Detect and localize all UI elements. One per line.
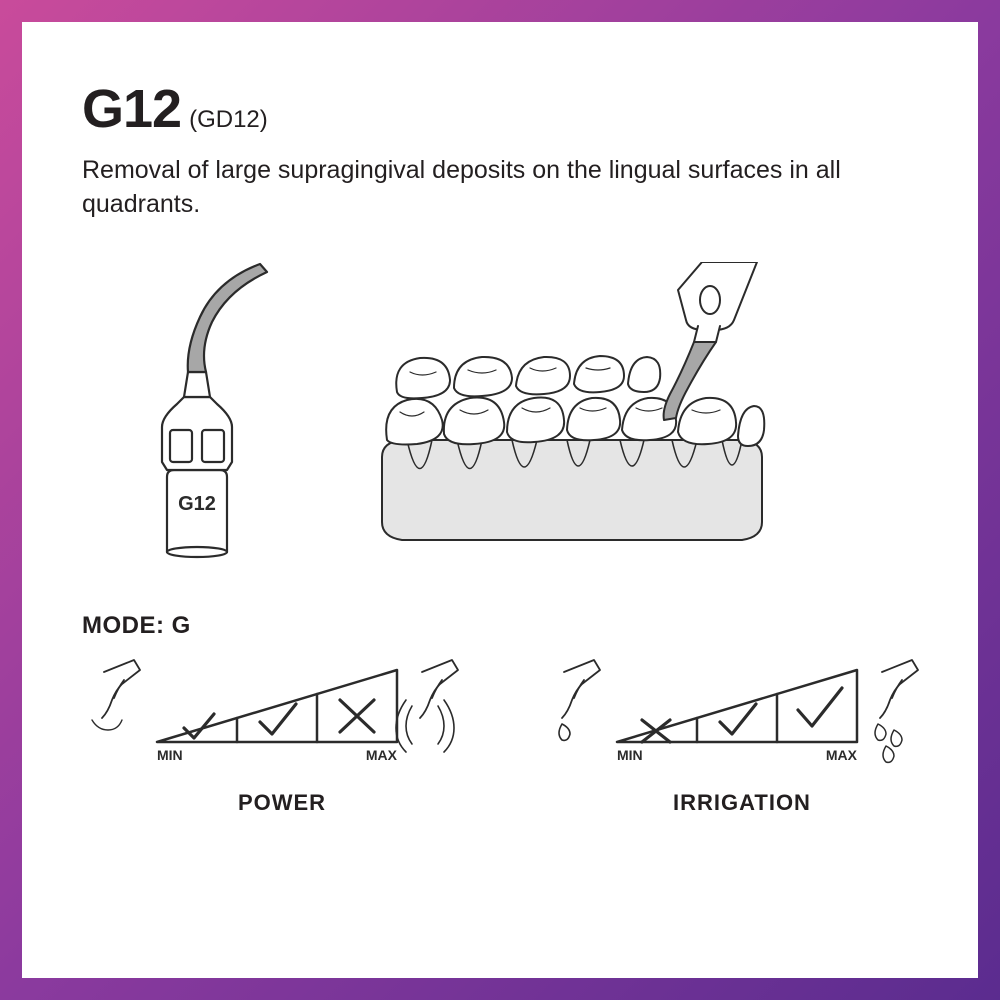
power-chart: MIN MAX POWER: [82, 652, 482, 816]
irrigation-caption: IRRIGATION: [673, 790, 811, 816]
max-label: MAX: [826, 747, 858, 763]
charts-row: MIN MAX POWER: [82, 652, 918, 816]
max-label: MAX: [366, 747, 398, 763]
illustration-row: G12: [82, 262, 918, 562]
mode-label: MODE: G: [82, 612, 918, 640]
description: Removal of large supragingival deposits …: [82, 154, 902, 222]
tip-label: G12: [178, 493, 216, 515]
title-main: G12: [82, 78, 181, 140]
min-label: MIN: [157, 747, 183, 763]
product-card: G12 (GD12) Removal of large supragingiva…: [22, 22, 978, 978]
min-label: MIN: [617, 747, 643, 763]
tip-illustration: G12: [102, 262, 302, 562]
usage-illustration: [362, 262, 782, 562]
power-caption: POWER: [238, 790, 326, 816]
irrigation-chart: MIN MAX IRRIGATION: [542, 652, 942, 816]
title-row: G12 (GD12): [82, 78, 918, 140]
title-sub: (GD12): [189, 106, 268, 134]
